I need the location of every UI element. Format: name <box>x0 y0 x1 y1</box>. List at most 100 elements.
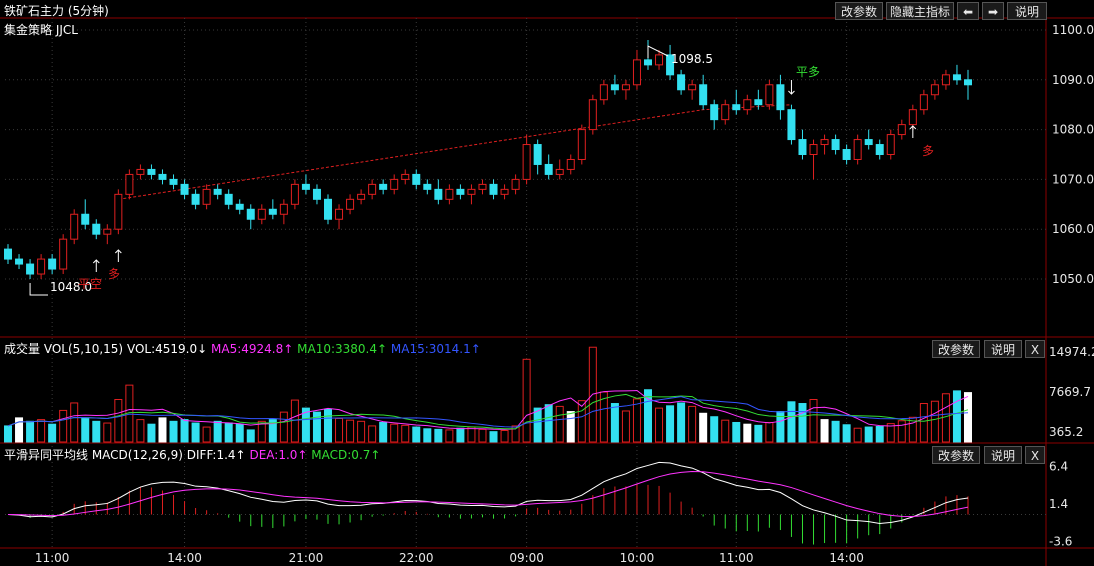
candle-up <box>588 99 597 131</box>
candle-up <box>599 84 608 101</box>
candle-up <box>621 84 630 91</box>
candle-down <box>26 263 35 275</box>
candle-up <box>721 104 730 121</box>
volume-bar-up <box>257 420 266 443</box>
candle-down <box>610 84 619 91</box>
volume-bar-down <box>489 431 498 443</box>
candle-up <box>346 198 355 210</box>
candle-down <box>158 173 167 180</box>
volume-bar-up <box>941 393 950 443</box>
low-marker <box>29 283 48 296</box>
volume-bar-down <box>831 420 840 443</box>
volume-explain-button[interactable]: 说明 <box>984 340 1022 358</box>
volume-bar-down <box>246 429 255 443</box>
volume-bar-down <box>169 420 178 443</box>
candle-up <box>103 228 112 235</box>
candle-up <box>522 144 531 180</box>
candle-up <box>279 203 288 215</box>
volume-bar-up <box>555 405 564 443</box>
volume-bar-up <box>114 399 123 443</box>
macd-panel-header: 平滑异同平均线 MACD(12,26,9) DIFF:1.4↑ DEA:1.0↑… <box>4 446 380 463</box>
volume-bar-down <box>147 423 156 443</box>
volume-bar-down <box>26 420 35 443</box>
candle-down <box>677 74 686 91</box>
volume-bar-up <box>202 426 211 443</box>
volume-panel-header: 成交量 VOL(5,10,15) VOL:4519.0↓ MA5:4924.8↑… <box>4 340 481 357</box>
volume-ma10-line <box>7 393 969 430</box>
volume-bar-up <box>632 398 641 443</box>
arrow-right-button[interactable]: ➡ <box>982 2 1004 20</box>
volume-close-button[interactable]: X <box>1025 340 1045 358</box>
volume-bar-down <box>434 428 443 443</box>
volume-bar-up <box>390 423 399 443</box>
macd-params-button[interactable]: 改参数 <box>932 446 980 464</box>
volume-bar-down <box>798 403 807 443</box>
candle-up <box>566 158 575 170</box>
volume-ma15-value: MA15:3014.1↑ <box>390 342 481 356</box>
volume-bar-up <box>688 405 697 443</box>
volume-bar-up <box>765 421 774 443</box>
macd-axis-label: -3.6 <box>1049 535 1072 549</box>
volume-params-button[interactable]: 改参数 <box>932 340 980 358</box>
window-title: 铁矿石主力 (5分钟) <box>4 4 109 18</box>
volume-bar-down <box>180 419 189 443</box>
candle-up <box>577 129 586 160</box>
volume-bar-down <box>677 402 686 443</box>
volume-bar-down <box>732 421 741 443</box>
price-axis-label: 1060.0 <box>1052 222 1094 236</box>
candle-down <box>324 198 332 220</box>
volume-bar-down <box>964 392 972 443</box>
volume-bar-down <box>544 404 553 443</box>
volume-bar-up <box>346 419 355 443</box>
volume-bar-down <box>224 422 233 443</box>
volume-bar-down <box>48 423 57 443</box>
candle-up <box>202 188 211 205</box>
volume-bar-down <box>213 420 222 443</box>
high-marker <box>647 45 669 58</box>
volume-bar-up <box>577 400 586 443</box>
candle-up <box>908 109 917 126</box>
volume-bar-down <box>379 421 388 443</box>
candle-down <box>952 74 961 81</box>
candle-down <box>423 183 432 190</box>
candle-up <box>37 258 46 275</box>
macd-diff-line <box>7 461 969 524</box>
candle-up <box>114 193 123 230</box>
candle-down <box>301 183 310 190</box>
price-axis-label: 1050.0 <box>1052 272 1094 286</box>
macd-axis-label: 6.4 <box>1049 460 1068 474</box>
macd-axis-label: 1.4 <box>1049 497 1068 511</box>
volume-bar-up <box>478 428 487 443</box>
hide-main-indicator-button[interactable]: 隐藏主指标 <box>886 2 954 20</box>
volume-bar-up <box>621 410 630 443</box>
params-button[interactable]: 改参数 <box>835 2 883 20</box>
volume-bar-down <box>787 401 796 443</box>
high-price-label: 1098.5 <box>671 52 713 66</box>
macd-diff-value: DIFF:1.4↑ <box>186 448 246 462</box>
time-axis-label: 14:00 <box>829 551 864 565</box>
long-signal-2: 多 <box>922 144 935 158</box>
price-axis-label: 1100.0 <box>1052 23 1094 37</box>
volume-bar-up <box>445 429 454 443</box>
volume-ma10-value: MA10:3380.4↑ <box>297 342 388 356</box>
volume-bar-up <box>930 400 939 443</box>
long-signal-1: 多 <box>108 267 121 281</box>
macd-explain-button[interactable]: 说明 <box>984 446 1022 464</box>
arrow-left-button[interactable]: ⬅ <box>957 2 979 20</box>
volume-bar-up <box>655 407 664 443</box>
volume-axis-label: 365.2 <box>1049 425 1083 439</box>
candle-up <box>335 208 344 220</box>
candle-up <box>820 139 829 146</box>
candle-up <box>478 183 487 190</box>
explain-button[interactable]: 说明 <box>1007 2 1047 20</box>
candle-up <box>368 183 377 195</box>
candle-down <box>875 144 884 155</box>
time-axis-label: 22:00 <box>399 551 434 565</box>
volume-bar-down <box>268 419 277 443</box>
candle-up <box>257 208 266 220</box>
candle-up <box>445 188 454 200</box>
candle-down <box>213 188 222 195</box>
volume-bar-up <box>59 409 68 443</box>
macd-close-button[interactable]: X <box>1025 446 1045 464</box>
candle-down <box>412 173 421 185</box>
